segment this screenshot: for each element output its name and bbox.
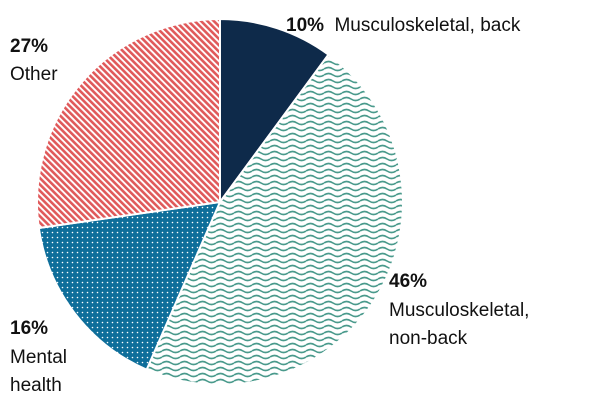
slice-percent-musculoskeletal-non-back: 46%: [389, 271, 427, 292]
pie-labels: 10% Musculoskeletal, back 27% Other 46% …: [10, 15, 529, 393]
slice-other: [36, 18, 221, 230]
slice-name-other: Other: [10, 64, 58, 85]
slice-name-mental-health-line1: Mental: [10, 347, 67, 368]
slice-percent-other: 27%: [10, 36, 48, 57]
slice-name-mental-health-line2: health: [10, 375, 62, 393]
slice-musculoskeletal-non-back: [145, 53, 404, 386]
slice-percent-musculoskeletal-back: 10%: [286, 15, 324, 36]
slice-musculoskeletal-back: [219, 18, 330, 203]
slice-name-musculoskeletal-non-back-line1: Musculoskeletal,: [389, 300, 529, 321]
slice-label-musculoskeletal-back: 10% Musculoskeletal, back: [286, 15, 521, 36]
pie-slices: [36, 18, 404, 386]
slice-mental-health: [37, 201, 221, 371]
slice-name-musculoskeletal-non-back-line2: non-back: [389, 328, 468, 349]
slice-percent-mental-health: 16%: [10, 318, 48, 339]
slice-name-musculoskeletal-back: Musculoskeletal, back: [334, 15, 520, 36]
